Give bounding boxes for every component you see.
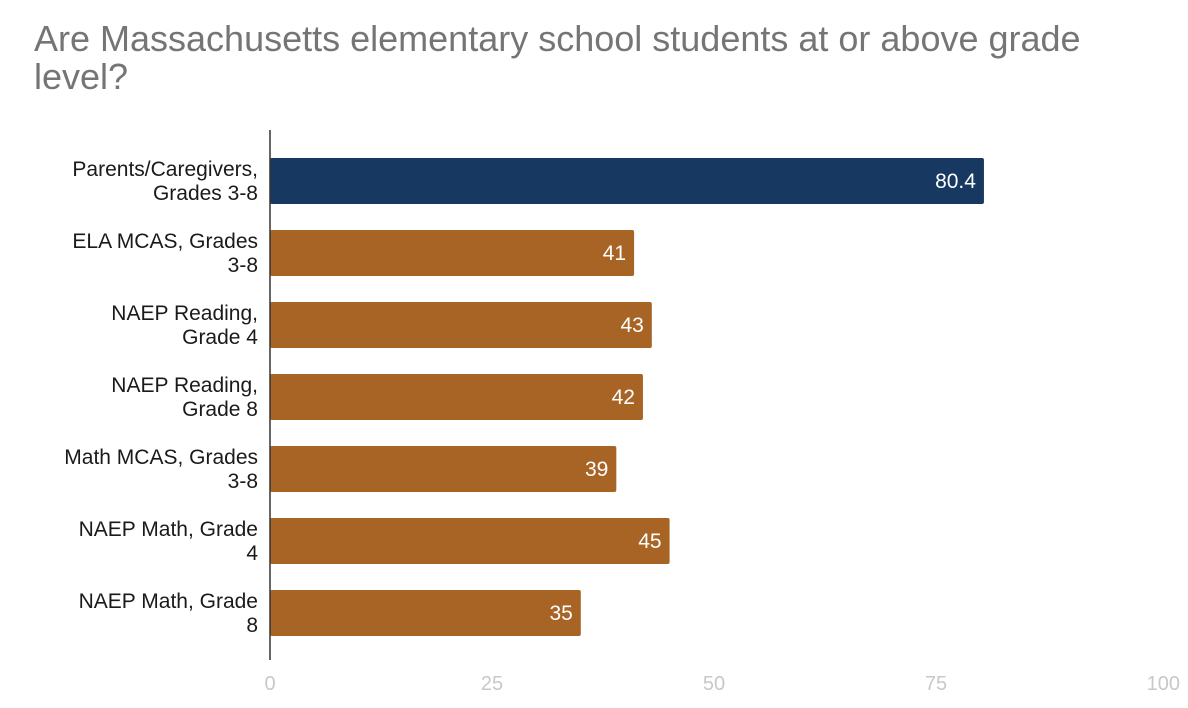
value-label-4: 39 [585,458,608,481]
x-tick-4: 100 [1147,673,1180,695]
category-label-6: NAEP Math, Grade 8 [79,590,258,637]
value-label-5: 45 [638,530,661,553]
category-label-5: NAEP Math, Grade 4 [79,518,259,565]
category-label-0: Parents/Caregivers, Grades 3-8 [72,158,258,205]
value-label-2: 43 [620,314,643,337]
chart-title: Are Massachusetts elementary school stud… [34,18,1081,97]
bar-2 [270,302,652,348]
bar-0 [270,158,984,204]
bar-1 [270,230,635,276]
category-label-1: ELA MCAS, Grades 3-8 [72,230,258,277]
value-label-3: 42 [612,386,635,409]
value-label-6: 35 [549,602,572,625]
bars-group [270,158,984,636]
value-label-0: 80.4 [935,170,976,193]
x-tick-3: 75 [925,673,947,695]
value-labels: 80.4 41 43 42 39 45 35 [549,170,976,625]
category-label-4: Math MCAS, Grades 3-8 [64,446,258,493]
bar-3 [270,374,643,420]
bar-5 [270,518,670,564]
category-label-3: NAEP Reading, Grade 8 [111,374,258,421]
x-tick-1: 25 [481,673,503,695]
bar-4 [270,446,617,492]
x-tick-0: 0 [264,673,275,695]
x-axis-ticks: 0 25 50 75 100 [264,673,1180,695]
category-labels: Parents/Caregivers, Grades 3-8 ELA MCAS, G… [64,158,258,637]
bar-6 [270,590,581,636]
value-label-1: 41 [603,242,626,265]
x-tick-2: 50 [703,673,725,695]
category-label-2: NAEP Reading, Grade 4 [111,302,258,349]
